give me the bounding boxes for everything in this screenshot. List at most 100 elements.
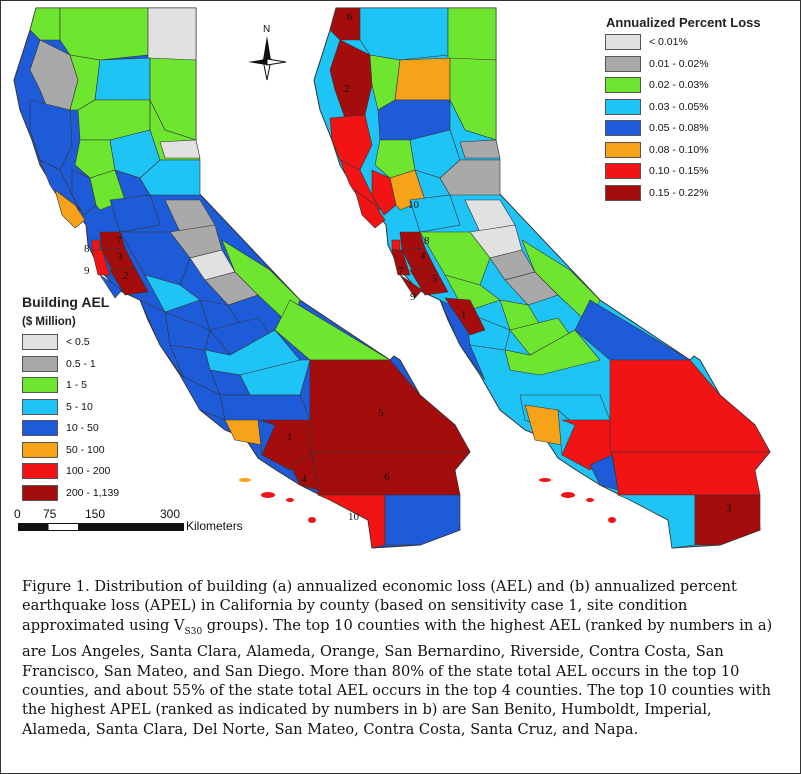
map-a-county-del-norte: [29, 7, 61, 41]
map-a-county-san-joaquin: [119, 231, 191, 286]
legend-b-item: < 0.01%: [605, 34, 688, 50]
legend-swatch: [605, 77, 641, 93]
legend-label: 100 - 200: [66, 465, 111, 477]
map-a-rank-9: 9: [84, 265, 90, 277]
map-b-county-siskiyou: [359, 7, 449, 61]
legend-swatch: [605, 98, 641, 115]
map-b-county-san-mateo: [391, 249, 411, 276]
map-a-rank-7: 7: [116, 235, 122, 247]
legend-swatch: [22, 463, 58, 479]
scale-bar-graphic: [18, 523, 184, 531]
map-b-county-san-joaquin: [419, 231, 491, 286]
map-b-county-santa-cruz: [399, 274, 423, 299]
map-a-county-sierra: [159, 139, 201, 159]
map-a-county-santa-cruz: [99, 274, 123, 299]
legend-a-item: 100 - 200: [22, 463, 110, 479]
map-b-county-marin: [354, 189, 386, 229]
scale-tick-300: 300: [160, 507, 181, 521]
legend-swatch: [22, 420, 58, 436]
legend-b-item: 0.02 - 0.03%: [605, 77, 709, 93]
legend-swatch: [22, 398, 58, 415]
map-b-county-san-francisco: [391, 239, 401, 251]
map-b-county-del-norte: [329, 7, 361, 41]
map-b-rank-8: 8: [424, 235, 430, 247]
legend-a-item: < 0.5: [22, 334, 90, 350]
map-b-county-san-diego: [617, 494, 696, 549]
legend-b-item: 0.05 - 0.08%: [605, 120, 709, 136]
legend-a-item: 0.5 - 1: [22, 355, 96, 372]
map-b-island: [608, 517, 616, 523]
map-a-county-modoc: [147, 7, 197, 61]
legend-label: 0.08 - 0.10%: [649, 143, 709, 156]
legend-a-item: 1 - 5: [22, 377, 87, 393]
map-b-rank-5: 5: [432, 273, 438, 285]
map-a-rank-3: 3: [117, 251, 123, 263]
map-b-county-modoc: [447, 7, 497, 61]
map-a-island: [308, 517, 316, 523]
map-a-county-imperial: [384, 494, 461, 546]
legend-swatch: [605, 55, 641, 72]
legend-label: 0.05 - 0.08%: [649, 122, 709, 134]
legend-a-item: 50 - 100: [22, 441, 105, 458]
map-b-island: [539, 478, 551, 482]
map-b-county-riverside: [611, 451, 771, 496]
legend-b-item: 0.10 - 0.15%: [605, 163, 709, 179]
map-b-island: [586, 498, 594, 502]
scale-tick-150: 150: [85, 507, 106, 521]
north-label: N: [263, 24, 270, 35]
map-a-rank-6: 6: [384, 471, 390, 483]
legend-label: 0.15 - 0.22%: [649, 186, 709, 199]
map-b-rank-1: 1: [461, 309, 467, 321]
map-a-county-san-francisco: [91, 239, 101, 251]
legend-a-item: 10 - 50: [22, 420, 99, 436]
legend-label: < 0.5: [66, 336, 90, 348]
map-a-county-shasta: [94, 57, 151, 101]
legend-b-item: 0.03 - 0.05%: [605, 98, 709, 115]
map-a-county-marin: [54, 189, 86, 229]
legend-swatch: [605, 184, 641, 201]
legend-label: 50 - 100: [66, 443, 105, 456]
map-b-rank-6: 6: [347, 11, 353, 23]
map-a-county-sonoma: [39, 159, 81, 211]
legend-swatch: [22, 484, 58, 501]
map-a-island: [286, 498, 294, 502]
map-a-county-placer: [139, 159, 201, 196]
legend-a-title: Building AEL: [22, 294, 110, 310]
map-b-county-placer: [439, 159, 501, 196]
map-b-county-santa-barbara: [524, 404, 563, 446]
legend-label: 0.01 - 0.02%: [649, 57, 709, 70]
legend-swatch: [22, 441, 58, 458]
map-b-rank-4: 4: [420, 250, 426, 262]
legend-label: 0.03 - 0.05%: [649, 100, 709, 113]
legend-label: 0.02 - 0.03%: [649, 79, 709, 91]
map-b-county-shasta: [394, 57, 451, 101]
legend-a-item: 200 - 1,139: [22, 484, 119, 501]
legend-b-item: 0.15 - 0.22%: [605, 184, 709, 201]
legend-swatch: [605, 120, 641, 136]
legend-swatch: [605, 141, 641, 158]
map-b-county-napa: [371, 169, 397, 216]
scale-unit: Kilometers: [186, 519, 243, 533]
legend-swatch: [22, 377, 58, 393]
scale-tick-0: 0: [14, 507, 21, 521]
map-b-county-san-benito: [444, 297, 486, 336]
map-a: 1 2 3 4 5 6 7 8 9 10: [13, 7, 471, 549]
map-a-rank-8: 8: [84, 243, 90, 255]
map-b-rank-9: 9: [410, 291, 416, 303]
legend-label: 10 - 50: [66, 422, 99, 434]
map-b-county-sacramento: [409, 194, 461, 233]
legend-swatch: [605, 34, 641, 50]
legend-b-title: Annualized Percent Loss: [606, 15, 761, 30]
caption-text-rest: groups). The top 10 counties with the hi…: [22, 616, 773, 738]
map-b-county-sonoma: [339, 159, 381, 211]
legend-label: < 0.01%: [649, 36, 688, 48]
map-a-rank-5: 5: [378, 407, 384, 419]
legend-b-item: 0.01 - 0.02%: [605, 55, 709, 72]
map-a-county-santa-clara: [109, 267, 149, 296]
map-a-rank-10: 10: [348, 511, 360, 523]
legend-b-item: 0.08 - 0.10%: [605, 141, 709, 158]
north-arrow: N: [242, 22, 292, 86]
map-b-rank-10: 10: [408, 199, 420, 211]
map-b-county-sierra: [459, 139, 501, 159]
legend-a-subtitle: ($ Million): [22, 316, 76, 328]
